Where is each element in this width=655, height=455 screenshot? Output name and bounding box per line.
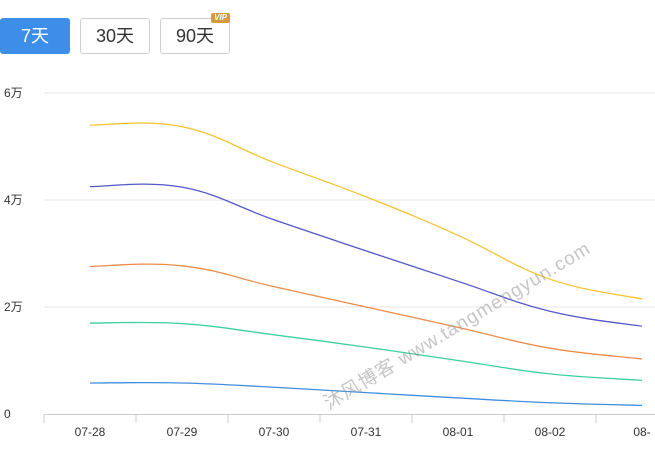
x-tick-label: 08-02	[535, 425, 566, 439]
vip-badge: VIP	[211, 13, 230, 23]
y-tick-label: 0	[4, 407, 11, 421]
y-tick-label: 2万	[4, 300, 23, 314]
range-90d-button[interactable]: 90天 VIP	[160, 13, 230, 54]
x-tick-label: 07-31	[351, 425, 382, 439]
range-7d-button[interactable]: 7天	[0, 18, 70, 54]
x-tick-label: 08-	[633, 425, 650, 439]
series-line-2	[89, 183, 643, 327]
series-line-5	[89, 381, 643, 407]
x-axis-labels: 07-28 07-29 07-30 07-31 08-01 08-02 08-	[75, 425, 651, 439]
x-tick-label: 07-30	[259, 425, 290, 439]
grid-lines	[44, 92, 655, 308]
x-axis	[43, 414, 655, 423]
y-axis-labels: 0 2万 4万 6万	[4, 86, 23, 421]
x-tick-label: 07-29	[167, 425, 198, 439]
series-lines	[89, 122, 643, 407]
y-tick-label: 6万	[4, 86, 23, 100]
x-tick-label: 08-01	[443, 425, 474, 439]
series-line-1	[89, 122, 643, 300]
series-line-3	[89, 263, 643, 360]
range-30d-button[interactable]: 30天	[80, 18, 150, 54]
range-90d-label: 90天	[175, 26, 215, 46]
y-tick-label: 4万	[4, 193, 23, 207]
x-tick-label: 07-28	[75, 425, 106, 439]
series-line-4	[89, 321, 643, 381]
